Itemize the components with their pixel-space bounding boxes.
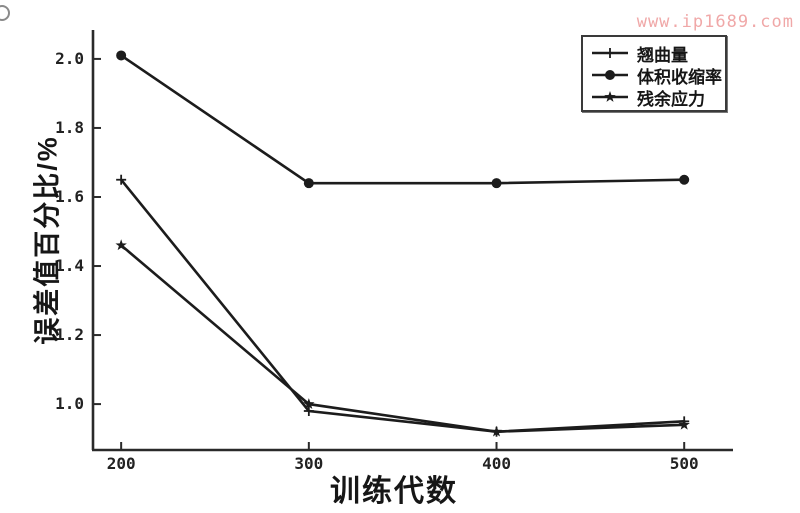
series-0: [116, 174, 690, 437]
legend-label-1: 体积收缩率: [637, 67, 722, 87]
circle-marker-icon: [491, 178, 502, 189]
star-marker-icon: [604, 91, 616, 102]
series-line-2: [119, 244, 686, 434]
series-1: [116, 50, 690, 189]
y-tick-label: 1.8: [55, 118, 84, 137]
series-line-0: [119, 178, 686, 434]
y-tick-label: 1.6: [55, 187, 84, 206]
circle-marker-icon: [605, 70, 615, 80]
circle-marker-icon: [679, 174, 690, 185]
star-marker-icon: [678, 418, 690, 430]
legend-key-star: [592, 91, 628, 102]
plus-marker-icon: [605, 48, 615, 58]
legend-item-0: 翘曲量: [591, 42, 721, 65]
y-tick-label: 1.4: [55, 256, 84, 275]
x-axis-title: 训练代数: [330, 475, 458, 508]
legend-key-circle: [592, 70, 628, 80]
y-tick-label: 2.0: [55, 49, 84, 68]
star-marker-icon: [303, 398, 315, 409]
circle-marker-icon: [116, 50, 127, 61]
legend-item-1: 体积收缩率: [591, 64, 722, 87]
legend-key-plus: [592, 48, 628, 58]
series-2: [115, 239, 690, 437]
watermark: www.ip1689.com: [636, 12, 794, 32]
plus-marker-icon: [116, 174, 127, 185]
x-tick-label: 300: [294, 454, 323, 473]
x-tick-label: 200: [107, 454, 136, 473]
legend-label-0: 翘曲量: [637, 45, 688, 65]
legend-box: 翘曲量 体积收缩率 残余应力: [581, 35, 727, 112]
y-axis-title: 误差值百分比/%: [32, 135, 63, 345]
legend-label-2: 残余应力: [637, 89, 705, 109]
series-line-1: [119, 54, 686, 185]
y-tick-label: 1.0: [55, 394, 84, 413]
x-tick-label: 500: [670, 454, 699, 473]
star-marker-icon: [115, 239, 127, 251]
stray-circle-mark: [0, 5, 10, 21]
y-tick-label: 1.2: [55, 325, 84, 344]
legend-item-2: 残余应力: [591, 86, 721, 109]
circle-marker-icon: [303, 178, 314, 189]
plus-marker-icon: [303, 405, 314, 416]
star-marker-icon: [490, 425, 503, 437]
x-tick-label: 400: [482, 454, 511, 473]
axes: [91, 30, 733, 452]
